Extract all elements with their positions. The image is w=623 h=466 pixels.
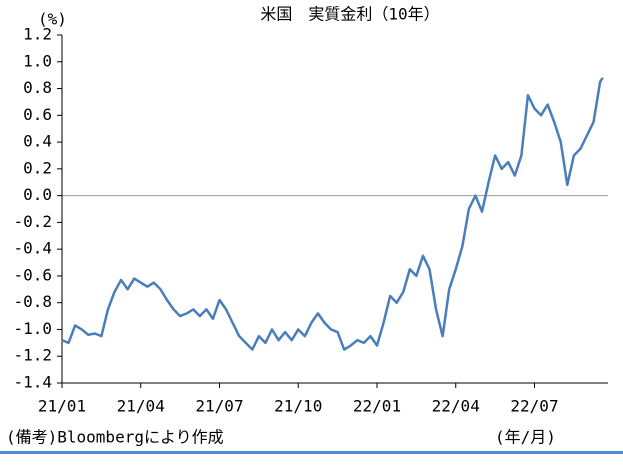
x-tick-label: 22/07 xyxy=(510,397,558,416)
y-tick-label: -1.4 xyxy=(13,373,52,392)
x-tick-label: 21/01 xyxy=(38,397,86,416)
y-tick-label: -0.8 xyxy=(13,292,52,311)
y-tick-label: 1.2 xyxy=(23,25,52,44)
y-tick-label: 0.8 xyxy=(23,78,52,97)
y-axis-label: (%) xyxy=(38,10,67,29)
source-note: (備考)Bloombergにより作成 xyxy=(6,428,224,447)
x-tick-label: 21/04 xyxy=(117,397,165,416)
y-tick-label: 0.0 xyxy=(23,185,52,204)
x-tick-label: 22/01 xyxy=(353,397,401,416)
x-tick-label: 22/04 xyxy=(432,397,480,416)
y-tick-label: -1.2 xyxy=(13,346,52,365)
y-tick-label: 0.4 xyxy=(23,132,52,151)
bottom-rule xyxy=(0,451,623,454)
x-axis-label: (年/月) xyxy=(495,428,556,447)
chart-title: 米国 実質金利（10年） xyxy=(260,5,439,24)
y-tick-label: 0.2 xyxy=(23,158,52,177)
y-tick-label: -0.4 xyxy=(13,239,52,258)
y-tick-label: 1.0 xyxy=(23,51,52,70)
y-tick-label: -1.0 xyxy=(13,319,52,338)
y-tick-label: -0.6 xyxy=(13,265,52,284)
y-tick-label: 0.6 xyxy=(23,105,52,124)
data-line xyxy=(61,77,604,351)
x-tick-label: 21/10 xyxy=(274,397,322,416)
x-tick-label: 21/07 xyxy=(195,397,243,416)
y-tick-label: -0.2 xyxy=(13,212,52,231)
